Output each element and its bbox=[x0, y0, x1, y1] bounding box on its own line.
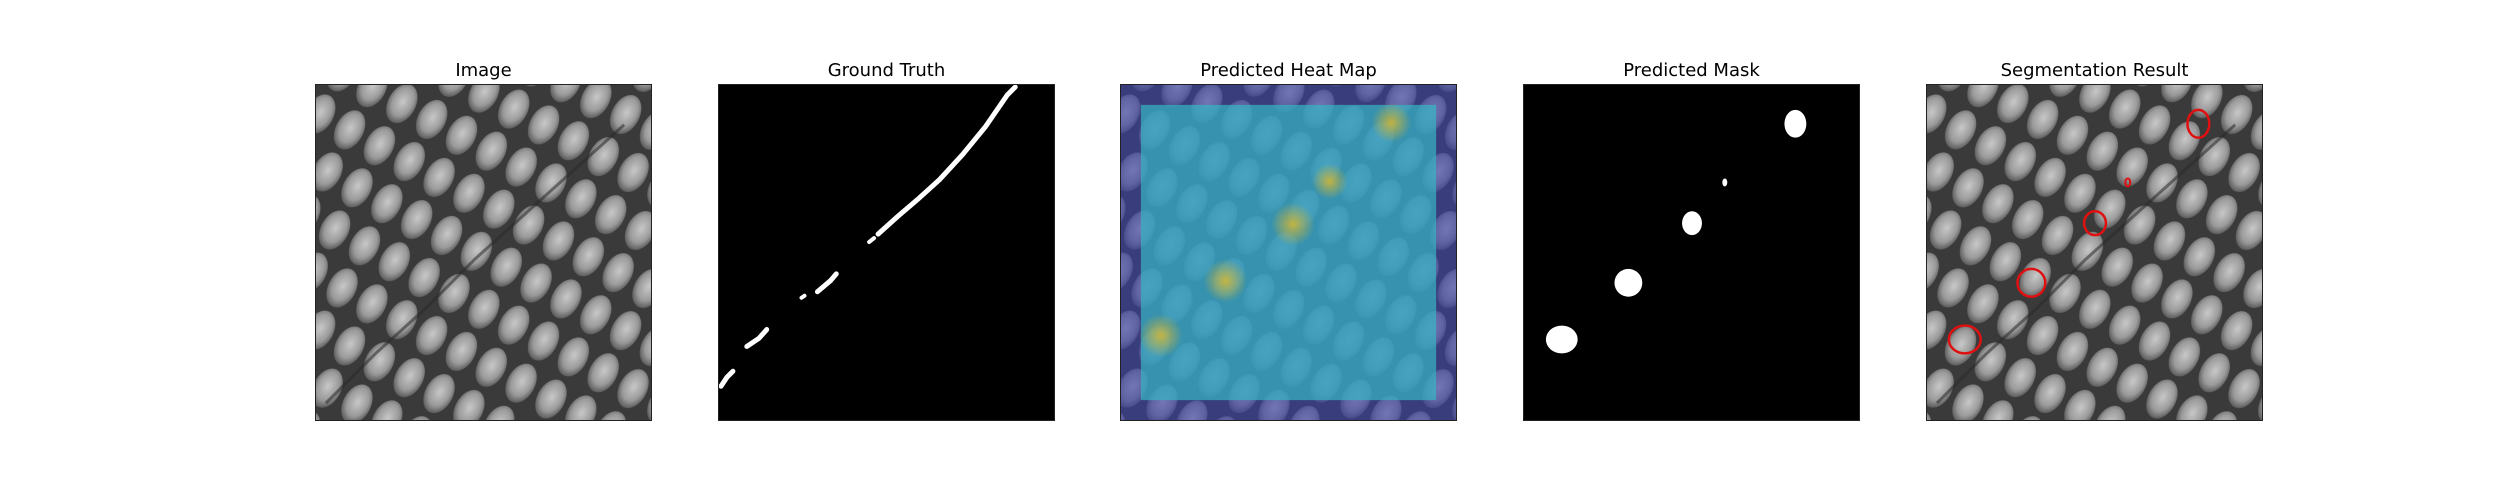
panel-mask: Predicted Mask bbox=[1523, 0, 1860, 430]
panel-title-ground-truth: Ground Truth bbox=[827, 60, 946, 81]
ground-truth-mask bbox=[718, 84, 1055, 421]
panel-segmentation: Segmentation Result bbox=[1926, 0, 2263, 430]
panel-title-heatmap: Predicted Heat Map bbox=[1200, 60, 1377, 81]
heatmap-overlay bbox=[1120, 84, 1457, 421]
panel-heatmap: Predicted Heat Map bbox=[1120, 0, 1457, 430]
panel-image: Image bbox=[315, 0, 652, 430]
panel-title-segmentation: Segmentation Result bbox=[2000, 60, 2189, 81]
panel-ground-truth: Ground Truth bbox=[718, 0, 1055, 430]
texture-image bbox=[315, 84, 652, 421]
predicted-mask bbox=[1523, 84, 1860, 421]
panel-title-image: Image bbox=[455, 60, 512, 81]
segmentation-overlay bbox=[1926, 84, 2263, 421]
panel-title-mask: Predicted Mask bbox=[1623, 60, 1760, 81]
